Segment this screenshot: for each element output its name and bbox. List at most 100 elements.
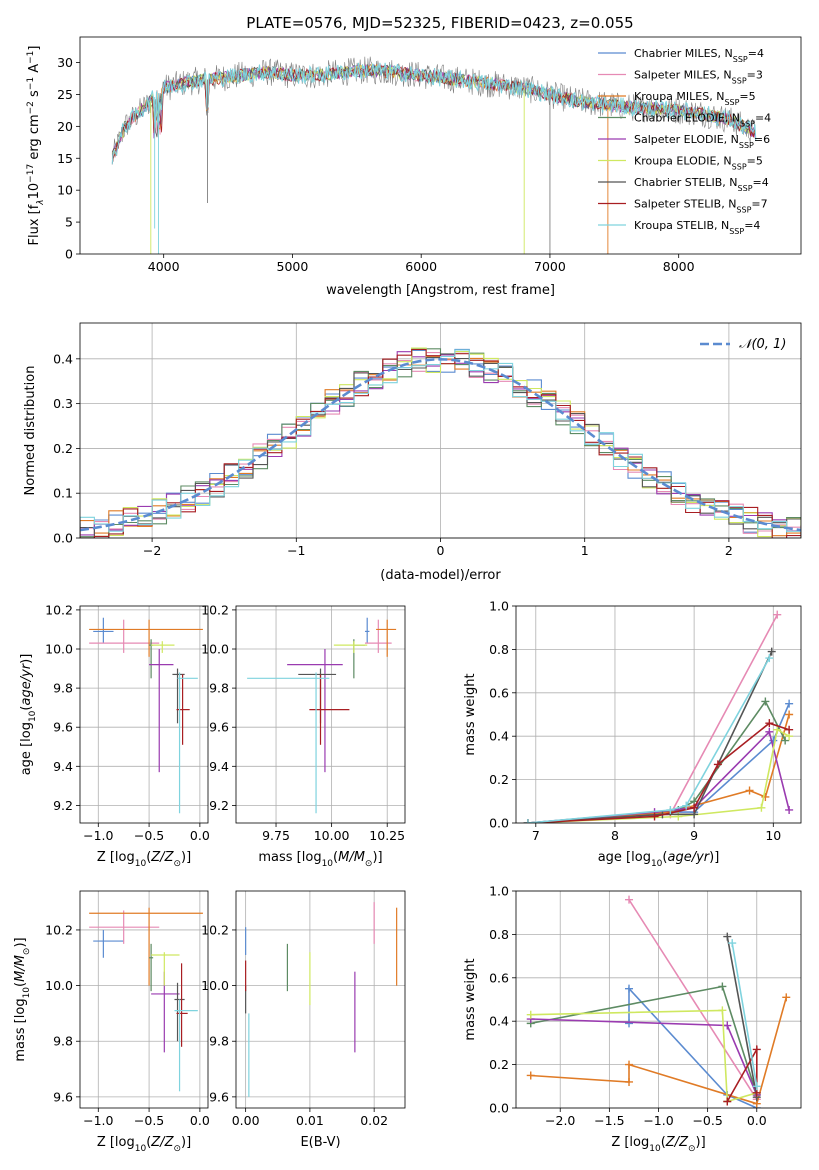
series-line	[527, 714, 790, 823]
label-part: (	[662, 850, 667, 865]
x-tick-label: 4000	[148, 259, 180, 274]
data-point	[650, 812, 659, 821]
legend-subscript: SSP	[740, 119, 755, 128]
normal-curve	[80, 357, 801, 532]
data-point	[718, 1006, 727, 1015]
errorbars	[89, 617, 203, 814]
legend-subscript: SSP	[732, 162, 747, 171]
series-salpeter_stelib	[723, 1045, 761, 1106]
y-tick-label: 0.2	[53, 441, 73, 456]
label-part: (	[13, 982, 28, 987]
label-part: )]	[372, 850, 382, 865]
label-part: (	[333, 850, 338, 865]
y-tick-label: 10.0	[45, 978, 73, 993]
data-point	[745, 786, 754, 795]
series-kroupa_miles	[523, 710, 794, 823]
errorbar-kroupa_elodie	[151, 952, 180, 986]
weight-vs-metallicity-plot: −2.0 −1.5 −1.0 −0.5 0.0 0.0 0.2 0.4 0.6 0.8 1.0 Z […	[463, 884, 802, 1154]
errorbar-chabrier_miles	[364, 617, 370, 644]
axes-frame	[515, 890, 802, 1109]
data-point	[765, 654, 774, 663]
errorbar-kroupa_stelib	[174, 999, 198, 1092]
x-axis-label: mass [log10(M/M⊙)]	[258, 850, 382, 869]
data-point	[625, 1019, 634, 1028]
data-point	[752, 1045, 761, 1054]
x-tick-label: 0.00	[232, 1113, 260, 1128]
errorbar-salpeter_elodie	[149, 649, 174, 773]
mass-vs-extinction-plot: 0.00 0.01 0.02 9.6 9.8 10.0 10.2 E(B-V)	[201, 890, 406, 1150]
errorbar-kroupa_stelib	[247, 672, 330, 814]
data-point	[625, 1060, 634, 1069]
data-point	[713, 760, 722, 769]
errorbar-salpeter_stelib	[309, 674, 350, 745]
y-tick-label: 9.4	[209, 759, 229, 774]
legend-label: Kroupa STELIB, NSSP=4	[634, 219, 760, 236]
data-point	[765, 719, 774, 728]
series-salpeter_miles	[625, 895, 761, 1104]
label-part: age/yr	[667, 850, 710, 865]
data-point	[782, 993, 791, 1002]
legend-subscript: SSP	[729, 227, 744, 236]
errorbar-kroupa_elodie	[151, 641, 175, 653]
series-kroupa_stelib	[728, 939, 761, 1091]
label-part: −1	[26, 51, 36, 64]
y-tick-label: 0.4	[489, 729, 509, 744]
age-vs-mass-plot: 9.75 10.00 10.25 9.2 9.4 9.6 9.8 10.0 10.2 mass […	[201, 602, 406, 869]
x-tick-label: 7000	[534, 259, 566, 274]
x-tick-label: 0.01	[296, 1113, 324, 1128]
series-salpeter_elodie	[523, 727, 794, 823]
series-line	[726, 936, 758, 1098]
errorbar-chabrier_stelib	[298, 668, 337, 724]
series-line	[628, 986, 758, 1108]
label-part: mass [log	[13, 998, 28, 1061]
x-axis-label: Z [log10(Z/Z⊙)]	[97, 850, 191, 869]
errorbar-salpeter_miles	[89, 619, 160, 653]
series-line	[527, 728, 790, 823]
label-part: ⊙	[173, 1144, 181, 1154]
series-kroupa_stelib	[523, 654, 774, 823]
x-tick-label: 2	[725, 543, 733, 558]
x-tick-label: −2	[143, 543, 161, 558]
errorbar-salpeter_stelib	[176, 674, 190, 745]
x-tick-label: 0.0	[747, 1113, 767, 1128]
legend-label: Salpeter ELODIE, NSSP=6	[634, 133, 770, 150]
label-part: ⊙	[688, 1144, 696, 1154]
x-tick-label: 5000	[277, 259, 309, 274]
label-part: 10	[651, 859, 663, 869]
x-axis-label: age [log10(age/yr)]	[598, 850, 720, 869]
y-tick-label: 0	[65, 247, 73, 262]
y-tick-label: 9.4	[53, 759, 73, 774]
data-point	[666, 805, 675, 814]
x-tick-label: 8	[611, 828, 619, 843]
series-line	[527, 657, 770, 823]
data-point	[728, 939, 737, 948]
label-part: )]	[19, 654, 34, 664]
label-part: )]	[181, 850, 191, 865]
label-part: Z [log	[97, 850, 135, 865]
errorbar-salpeter_stelib	[176, 963, 188, 1047]
y-tick-label: 10.2	[45, 922, 73, 937]
histograms	[80, 347, 801, 538]
data-point	[767, 647, 776, 656]
axes-frame	[79, 322, 802, 539]
legend-label: 𝒩(0, 1)	[739, 337, 786, 352]
legend-suffix: =4	[755, 112, 771, 125]
legend-subscript: SSP	[733, 55, 748, 64]
x-tick-label: −1.0	[83, 1113, 113, 1128]
y-axis-label: mass weight	[463, 958, 478, 1040]
legend-subscript: SSP	[736, 205, 751, 214]
label-part: ⊙	[22, 948, 32, 956]
legend-label: Salpeter MILES, NSSP=3	[634, 69, 763, 86]
legend-subscript: SSP	[732, 76, 747, 85]
x-tick-label: −1	[287, 543, 305, 558]
series-line	[527, 703, 790, 823]
y-tick-label: 0.0	[53, 531, 73, 546]
data-point	[752, 1082, 761, 1091]
y-tick-label: 10.0	[201, 642, 229, 657]
x-axis-label: wavelength [Angstrom, rest frame]	[326, 283, 555, 298]
data-point	[625, 1077, 634, 1086]
series-salpeter_stelib	[523, 719, 794, 823]
axes-frame	[235, 605, 406, 824]
data-point	[526, 1071, 535, 1080]
